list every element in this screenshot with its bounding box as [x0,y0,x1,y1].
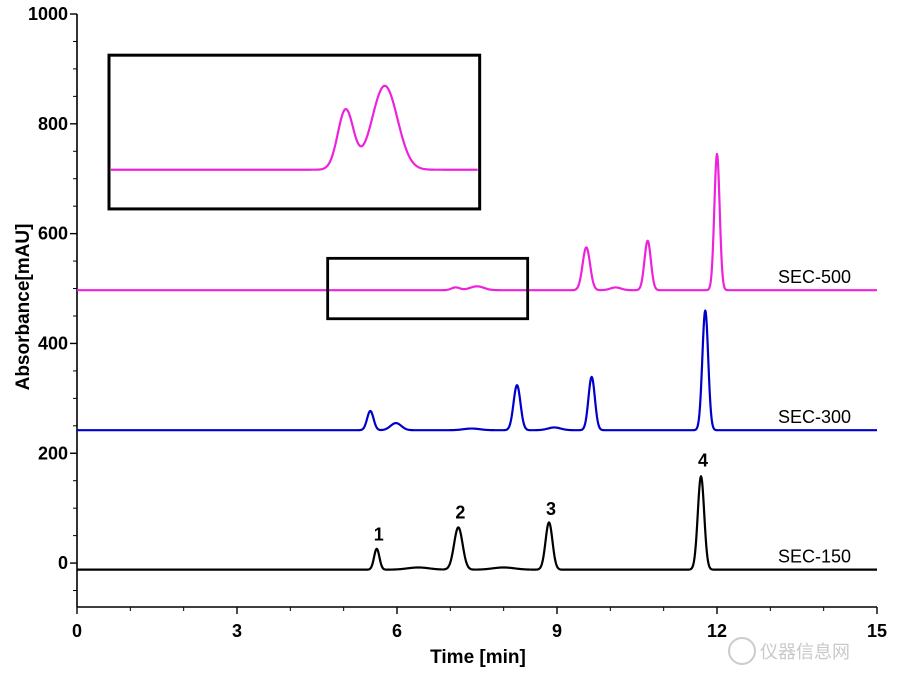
series-line-sec-150 [76,475,878,571]
y-axis-ticks: 0 200 400 600 800 1000 [28,4,77,592]
inset-trace-line [111,84,478,171]
series-label-sec-500: SEC-500 [778,267,851,287]
y-tick-label: 400 [38,333,68,353]
y-tick-label: 1000 [28,4,68,24]
series-label-sec-150: SEC-150 [778,547,851,567]
x-axis-ticks: 0 3 6 9 12 15 [72,607,887,641]
x-tick-label: 0 [72,621,82,641]
y-tick-label: 800 [38,114,68,134]
traces [76,152,878,571]
y-axis-title: Absorbance[mAU] [13,224,34,391]
peak-label: 2 [455,503,465,523]
x-tick-label: 6 [392,621,402,641]
x-tick-label: 9 [552,621,562,641]
x-tick-label: 15 [867,621,887,641]
labels: SEC-150 SEC-300 SEC-500 1 2 3 4 [374,267,851,566]
peak-label: 1 [374,525,384,545]
x-axis-title: Time [min] [430,647,526,668]
annotations [326,256,530,321]
x-tick-label: 3 [232,621,242,641]
x-tick-label: 12 [707,621,727,641]
y-tick-label: 0 [58,553,68,573]
y-tick-label: 200 [38,443,68,463]
peak-label: 4 [698,450,708,470]
peak-label: 3 [546,499,556,519]
inset-frame [107,53,482,211]
watermark-logo-icon [728,637,756,665]
watermark-text: 仪器信息网 [760,642,850,663]
watermark: 仪器信息网 [728,637,850,665]
series-line-sec-500 [76,152,878,292]
zoom-region-box [326,256,530,321]
y-tick-label: 600 [38,224,68,244]
series-label-sec-300: SEC-300 [778,407,851,427]
series-line-sec-300 [76,309,878,432]
inset-zoom [107,53,482,211]
